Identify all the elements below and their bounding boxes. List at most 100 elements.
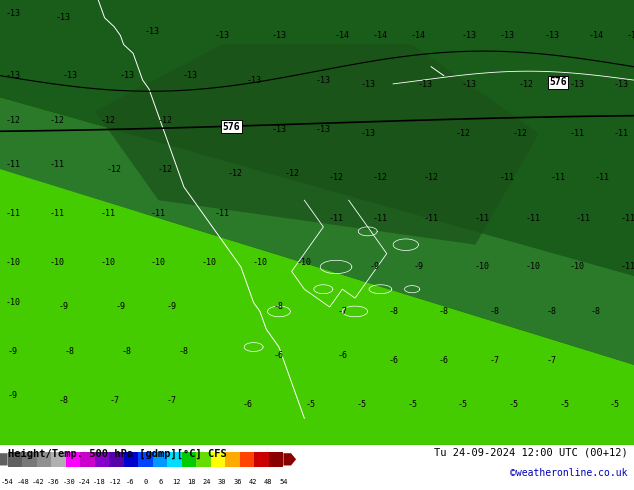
Text: -12: -12: [424, 173, 439, 182]
Bar: [197, 452, 211, 466]
Text: -8: -8: [489, 307, 500, 316]
Bar: [109, 452, 124, 466]
Text: -9: -9: [369, 263, 379, 271]
Text: -12: -12: [157, 116, 172, 124]
Text: -13: -13: [614, 80, 629, 89]
Text: -11: -11: [620, 214, 634, 222]
Text: -5: -5: [610, 400, 620, 409]
Text: -11: -11: [525, 214, 540, 222]
Polygon shape: [0, 169, 634, 445]
Text: -13: -13: [360, 80, 375, 89]
Text: -8: -8: [547, 307, 557, 316]
Text: -13: -13: [183, 71, 198, 80]
Text: -13: -13: [316, 124, 331, 134]
Text: -11: -11: [474, 214, 489, 222]
Text: -13: -13: [62, 71, 77, 80]
Text: -36: -36: [47, 480, 60, 486]
Text: -12: -12: [49, 116, 65, 124]
Text: -12: -12: [5, 116, 20, 124]
Text: 576: 576: [223, 122, 240, 132]
Text: ©weatheronline.co.uk: ©weatheronline.co.uk: [510, 468, 628, 478]
Text: -5: -5: [458, 400, 468, 409]
Text: 12: 12: [172, 480, 181, 486]
Text: -5: -5: [508, 400, 519, 409]
Text: 36: 36: [233, 480, 242, 486]
Polygon shape: [0, 98, 634, 365]
Text: -42: -42: [32, 480, 44, 486]
Text: -13: -13: [360, 129, 375, 138]
Text: -9: -9: [8, 392, 18, 400]
Text: -13: -13: [246, 75, 261, 85]
Text: -8: -8: [274, 302, 284, 312]
Text: -8: -8: [591, 307, 601, 316]
Text: -10: -10: [474, 263, 489, 271]
Bar: [66, 452, 80, 466]
FancyArrow shape: [283, 453, 296, 465]
Text: -10: -10: [100, 258, 115, 267]
Text: 48: 48: [264, 480, 273, 486]
Text: -13: -13: [271, 124, 287, 134]
Text: -14: -14: [411, 31, 426, 40]
Text: -11: -11: [214, 209, 230, 218]
Text: -14: -14: [626, 31, 634, 40]
Bar: [138, 452, 153, 466]
Text: -11: -11: [328, 214, 344, 222]
Bar: [167, 452, 182, 466]
Text: -12: -12: [108, 480, 121, 486]
Text: -10: -10: [5, 258, 20, 267]
Text: -48: -48: [16, 480, 29, 486]
Text: -18: -18: [93, 480, 106, 486]
Text: -12: -12: [157, 165, 172, 173]
Bar: [182, 452, 197, 466]
Text: -12: -12: [328, 173, 344, 182]
Text: -6: -6: [242, 400, 252, 409]
Text: -11: -11: [550, 173, 566, 182]
Text: -11: -11: [614, 129, 629, 138]
Text: -12: -12: [455, 129, 470, 138]
Text: 576: 576: [549, 77, 567, 87]
Text: -11: -11: [595, 173, 610, 182]
Text: -6: -6: [439, 356, 449, 365]
Bar: [80, 452, 94, 466]
Text: -5: -5: [356, 400, 366, 409]
Text: -14: -14: [588, 31, 604, 40]
Text: -13: -13: [5, 9, 20, 18]
Text: -7: -7: [489, 356, 500, 365]
Text: -8: -8: [58, 396, 68, 405]
Bar: [94, 452, 109, 466]
Bar: [8, 452, 22, 466]
Text: -54: -54: [1, 480, 14, 486]
Text: -12: -12: [107, 165, 122, 173]
Text: 42: 42: [249, 480, 257, 486]
Text: -9: -9: [166, 302, 176, 312]
Text: -11: -11: [49, 160, 65, 169]
Text: -13: -13: [5, 71, 20, 80]
Text: -10: -10: [297, 258, 312, 267]
Text: -10: -10: [252, 258, 268, 267]
Text: -7: -7: [109, 396, 119, 405]
Text: Tu 24-09-2024 12:00 UTC (00+12): Tu 24-09-2024 12:00 UTC (00+12): [434, 447, 628, 457]
Text: -11: -11: [500, 173, 515, 182]
Text: -5: -5: [559, 400, 569, 409]
Polygon shape: [0, 0, 634, 276]
Bar: [240, 452, 254, 466]
Bar: [124, 452, 138, 466]
Text: -12: -12: [519, 80, 534, 89]
Text: -13: -13: [56, 13, 71, 23]
Text: 54: 54: [279, 480, 288, 486]
Text: -13: -13: [271, 31, 287, 40]
Text: -12: -12: [284, 169, 299, 178]
Text: Height/Temp. 500 hPa [gdmp][°C] CFS: Height/Temp. 500 hPa [gdmp][°C] CFS: [8, 448, 226, 459]
Text: -13: -13: [500, 31, 515, 40]
Text: -13: -13: [417, 80, 432, 89]
Text: -8: -8: [388, 307, 398, 316]
Text: -5: -5: [306, 400, 316, 409]
Text: -11: -11: [620, 263, 634, 271]
Bar: [225, 452, 240, 466]
Text: -10: -10: [49, 258, 65, 267]
Text: 30: 30: [218, 480, 226, 486]
Text: -13: -13: [316, 75, 331, 85]
Text: -14: -14: [373, 31, 388, 40]
Text: -14: -14: [335, 31, 350, 40]
Bar: [269, 452, 283, 466]
